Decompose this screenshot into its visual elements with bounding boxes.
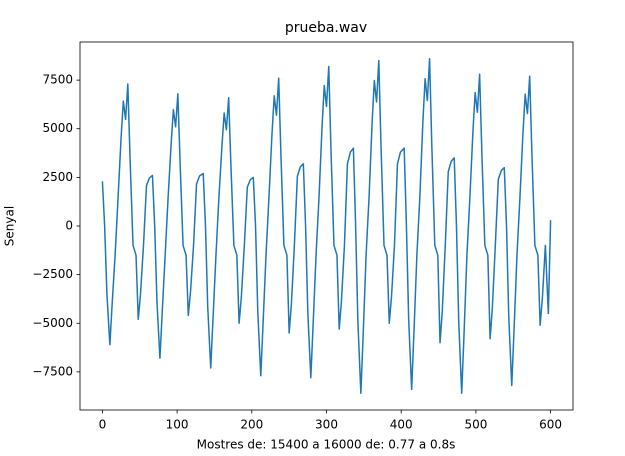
- signal-line: [101, 57, 552, 395]
- x-tick-label: 500: [464, 418, 487, 432]
- y-tick-label: −2500: [32, 267, 73, 281]
- x-tick-label: 400: [390, 418, 413, 432]
- x-tick-label: 200: [240, 418, 263, 432]
- chart-title: prueba.wav: [285, 20, 367, 36]
- y-tick-label: 2500: [42, 170, 73, 184]
- x-tick-label: 100: [166, 418, 189, 432]
- y-tick-label: 7500: [42, 73, 73, 87]
- plot-frame: [79, 41, 574, 411]
- y-axis-label: Senyal: [3, 206, 17, 246]
- y-tick-label: −7500: [32, 364, 73, 378]
- y-tick-label: 0: [65, 219, 73, 233]
- x-axis-label: Mostres de: 15400 a 16000 de: 0.77 a 0.8…: [197, 438, 456, 452]
- x-tick-label: 600: [539, 418, 562, 432]
- x-tick-label: 0: [99, 418, 107, 432]
- y-tick-label: −5000: [32, 316, 73, 330]
- x-tick-label: 300: [315, 418, 338, 432]
- y-tick-label: 5000: [42, 121, 73, 135]
